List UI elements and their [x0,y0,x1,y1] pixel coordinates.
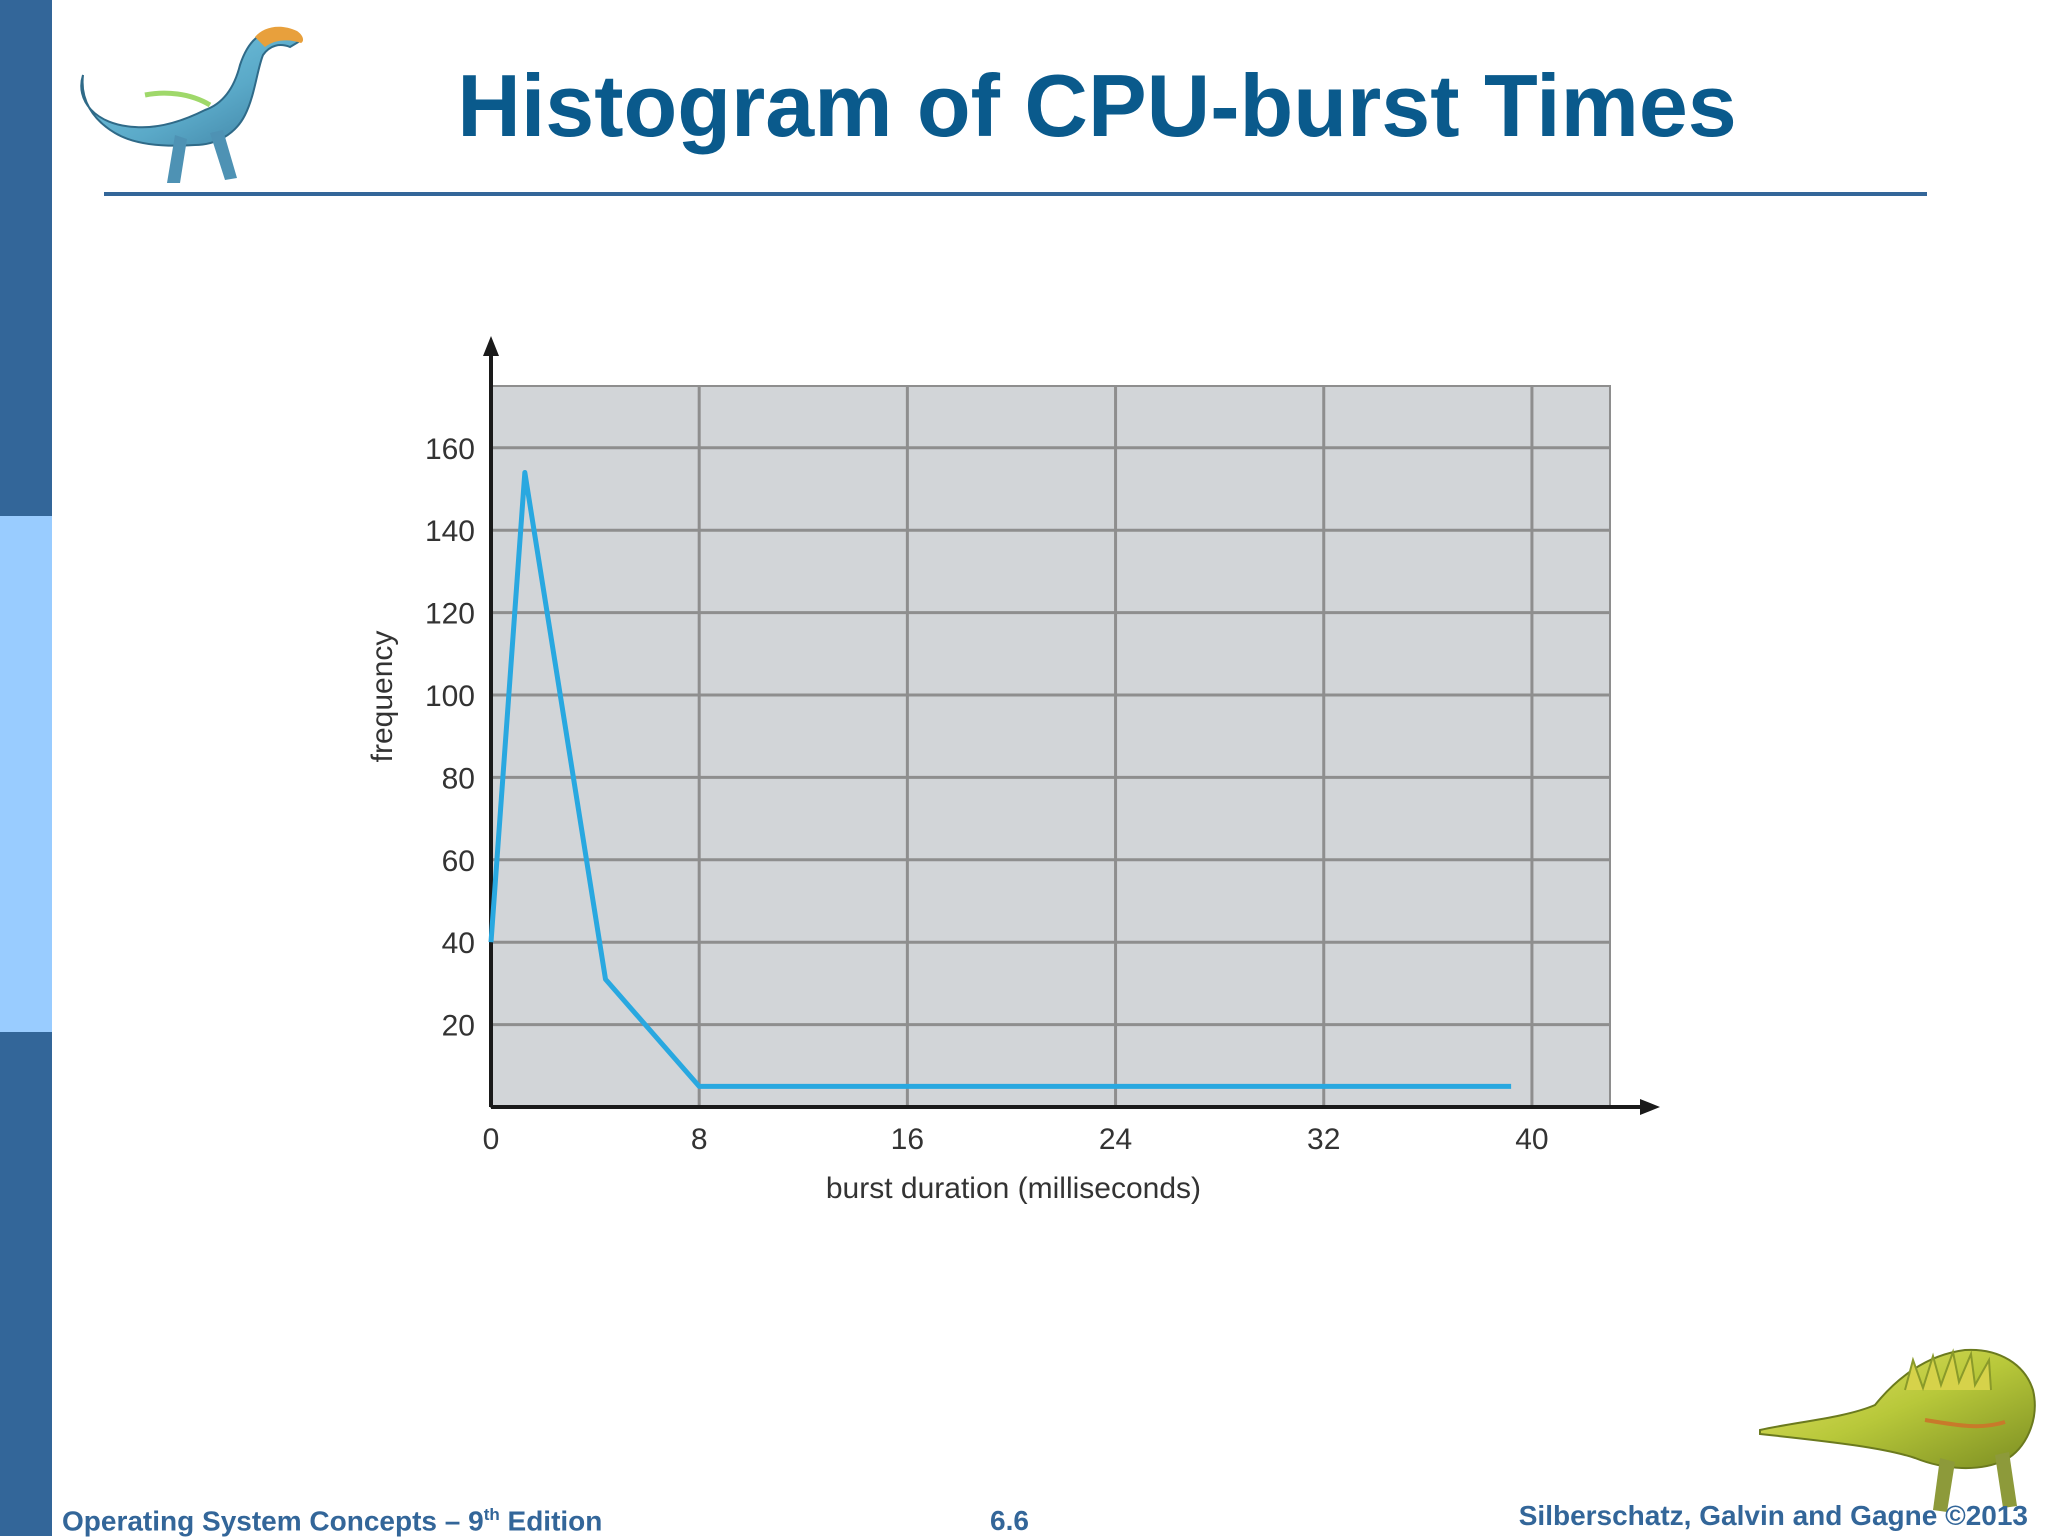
title-divider [104,192,1927,196]
axes [483,336,1660,1115]
sidebar-dark-bottom [0,1032,52,1536]
x-axis-arrow [1640,1099,1660,1115]
x-tick-label-8: 8 [691,1123,708,1156]
footer-book-title: Operating System Concepts – 9th Edition [62,1505,603,1537]
y-tick-label-160: 160 [425,433,475,466]
y-axis-arrow [483,336,499,356]
x-axis-label: burst duration (milliseconds) [826,1172,1201,1205]
y-axis-label: frequency [366,631,399,763]
series-group [488,470,1512,1089]
y-tick-label-80: 80 [442,762,475,795]
plot-background [490,385,1611,1108]
grid-lines [491,386,1610,1107]
x-tick-label-24: 24 [1099,1123,1132,1156]
x-tick-label-0: 0 [483,1123,500,1156]
x-tick-label-16: 16 [891,1123,924,1156]
dinosaur-logo-top [80,26,304,183]
dinosaur-logo-bottom [1759,1348,2036,1512]
y-tick-label-100: 100 [425,680,475,713]
y-tick-label-20: 20 [442,1010,475,1043]
cpu-burst-histogram-chart: 20 40 60 80 100 120 140 160 0 8 16 24 32 40 burst du… [366,336,1660,1205]
y-tick-label-140: 140 [425,515,475,548]
slide-title: Histogram of CPU-burst Times [457,56,1737,155]
sidebar-light-middle [0,516,52,1032]
footer-page-number: 6.6 [990,1505,1029,1536]
footer-authors: Silberschatz, Galvin and Gagne ©2013 [1518,1500,2028,1531]
x-tick-label-32: 32 [1307,1123,1340,1156]
series-line-0 [488,470,1512,1089]
y-tick-label-40: 40 [442,927,475,960]
x-tick-label-40: 40 [1515,1123,1548,1156]
y-tick-label-120: 120 [425,598,475,631]
y-tick-label-60: 60 [442,845,475,878]
y-tick-labels: 20 40 60 80 100 120 140 160 [425,433,475,1043]
sidebar-dark-top [0,0,52,516]
x-tick-labels: 0 8 16 24 32 40 [483,1123,1549,1156]
